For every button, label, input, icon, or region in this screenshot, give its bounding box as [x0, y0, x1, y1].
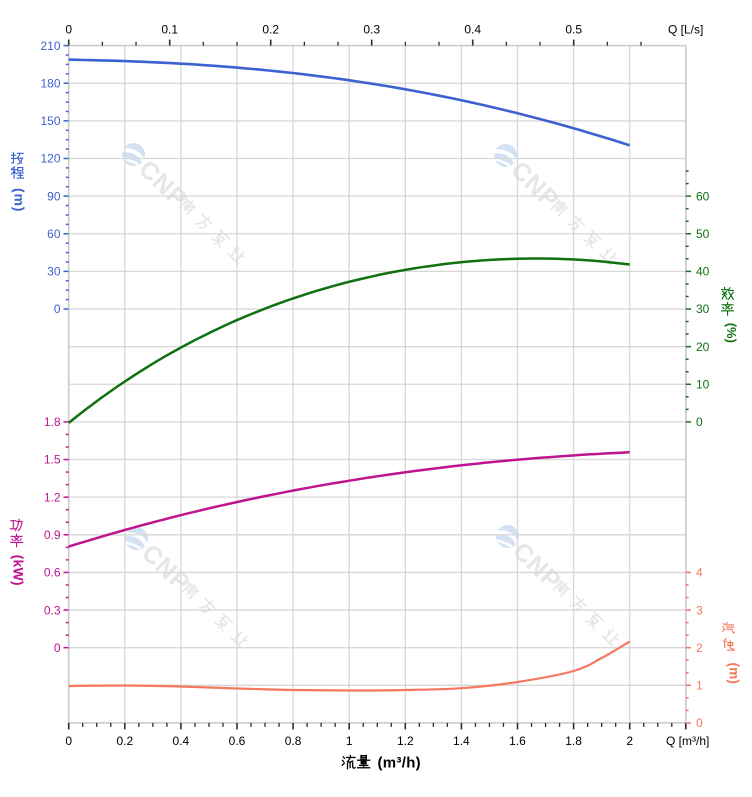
svg-text:0: 0	[65, 734, 72, 748]
svg-text:30: 30	[47, 265, 61, 279]
svg-text:0.4: 0.4	[464, 23, 481, 37]
svg-text:2: 2	[626, 734, 633, 748]
svg-text:2: 2	[696, 641, 703, 655]
svg-text:0.4: 0.4	[173, 734, 190, 748]
svg-text:0.1: 0.1	[161, 23, 178, 37]
svg-text:1.6: 1.6	[509, 734, 526, 748]
svg-text:0: 0	[696, 716, 703, 730]
svg-text:0: 0	[65, 23, 72, 37]
svg-text:180: 180	[40, 76, 60, 90]
svg-text:0.3: 0.3	[363, 23, 380, 37]
svg-text:0.5: 0.5	[565, 23, 582, 37]
svg-text:0: 0	[696, 415, 703, 429]
svg-text:0: 0	[54, 641, 61, 655]
svg-text:50: 50	[696, 227, 710, 241]
svg-text:60: 60	[47, 227, 61, 241]
svg-text:120: 120	[40, 152, 60, 166]
svg-text:1: 1	[696, 679, 703, 693]
svg-text:0.3: 0.3	[44, 603, 61, 617]
svg-text:1.5: 1.5	[44, 453, 61, 467]
svg-text:0: 0	[54, 302, 61, 316]
svg-text:40: 40	[696, 265, 710, 279]
svg-text:150: 150	[40, 114, 60, 128]
svg-text:Q [m³/h]: Q [m³/h]	[666, 734, 709, 748]
svg-text:(m): (m)	[727, 663, 742, 685]
svg-text:0.6: 0.6	[229, 734, 246, 748]
svg-text:20: 20	[696, 340, 710, 354]
svg-text:1.2: 1.2	[397, 734, 414, 748]
svg-text:60: 60	[696, 189, 710, 203]
svg-text:10: 10	[696, 378, 710, 392]
svg-text:(m³/h): (m³/h)	[378, 755, 421, 772]
svg-text:(kW): (kW)	[11, 555, 27, 586]
svg-text:0.2: 0.2	[262, 23, 279, 37]
svg-text:30: 30	[696, 302, 710, 316]
svg-text:(%): (%)	[724, 323, 739, 343]
svg-text:Q [L/s]: Q [L/s]	[668, 23, 703, 37]
svg-text:1.2: 1.2	[44, 490, 61, 504]
svg-text:90: 90	[47, 189, 61, 203]
svg-text:1.4: 1.4	[453, 734, 470, 748]
svg-text:210: 210	[40, 39, 60, 53]
svg-text:0.8: 0.8	[285, 734, 302, 748]
svg-text:1.8: 1.8	[44, 415, 61, 429]
svg-text:0.9: 0.9	[44, 528, 61, 542]
svg-text:0.6: 0.6	[44, 566, 61, 580]
svg-text:(m): (m)	[12, 188, 28, 212]
svg-text:0.2: 0.2	[116, 734, 133, 748]
svg-text:1: 1	[346, 734, 353, 748]
svg-text:4: 4	[696, 566, 703, 580]
svg-text:1.8: 1.8	[565, 734, 582, 748]
svg-text:3: 3	[696, 603, 703, 617]
